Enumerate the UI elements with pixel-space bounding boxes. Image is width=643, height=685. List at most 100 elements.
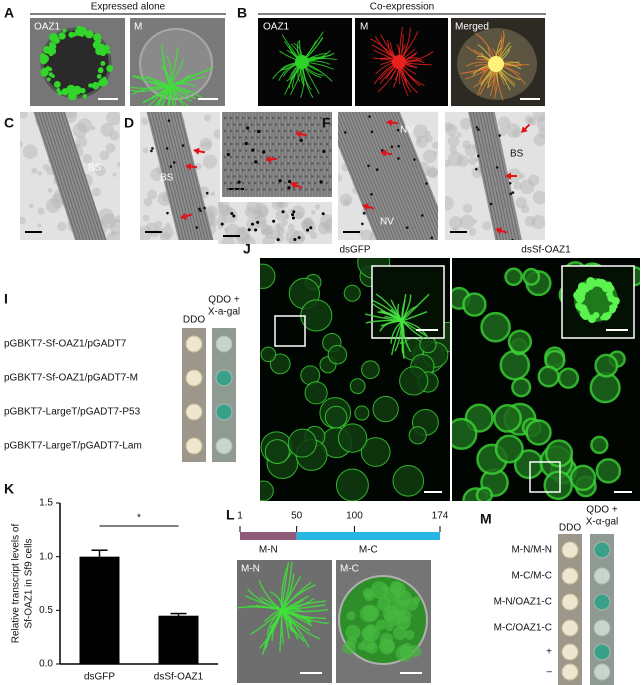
texture bbox=[47, 187, 53, 193]
lattice-dot bbox=[247, 168, 251, 172]
texture bbox=[219, 204, 231, 216]
filament bbox=[345, 112, 438, 240]
green-speck bbox=[69, 94, 73, 98]
filament bbox=[151, 112, 215, 240]
image-panel: OAZ1 bbox=[258, 18, 352, 106]
green-speck bbox=[106, 64, 114, 72]
gold-particle bbox=[151, 147, 154, 150]
texture bbox=[358, 229, 364, 235]
filament bbox=[338, 112, 420, 240]
green-speck bbox=[61, 91, 65, 95]
filament bbox=[160, 112, 220, 240]
lattice-dot bbox=[304, 188, 308, 191]
arrow-head bbox=[386, 119, 393, 127]
colony bbox=[593, 619, 611, 637]
lattice-dot bbox=[265, 116, 269, 120]
gold-particle bbox=[474, 167, 478, 171]
green-speck bbox=[100, 45, 107, 52]
cytoplasm bbox=[383, 586, 400, 603]
texture bbox=[37, 171, 42, 176]
lattice-dot bbox=[319, 155, 323, 159]
green-speck bbox=[39, 53, 46, 59]
lattice-dot bbox=[298, 123, 302, 126]
lattice-dot bbox=[316, 123, 320, 126]
lattice-dot bbox=[259, 142, 263, 146]
texture bbox=[112, 172, 117, 177]
filament bbox=[359, 112, 438, 240]
filament bbox=[148, 112, 212, 240]
colony bbox=[561, 663, 579, 681]
texture bbox=[106, 112, 120, 126]
gold-particle bbox=[498, 134, 501, 137]
lattice-dot bbox=[310, 136, 314, 139]
green-speck bbox=[98, 79, 105, 87]
image-panel bbox=[218, 202, 332, 244]
texture bbox=[285, 229, 301, 244]
texture bbox=[323, 218, 332, 234]
texture bbox=[31, 167, 38, 174]
lattice-dot bbox=[244, 136, 248, 139]
lattice-dot bbox=[313, 129, 317, 133]
row-label: M-C/M-C bbox=[511, 571, 552, 582]
lattice-dot bbox=[268, 123, 272, 126]
y-axis-label: Sf-OAZ1 in Sf9 cells bbox=[24, 538, 35, 628]
annotation: NV bbox=[380, 217, 394, 228]
gold-particle bbox=[244, 141, 248, 146]
cell bbox=[304, 381, 328, 405]
gold-particle bbox=[178, 262, 181, 265]
fiber bbox=[281, 561, 293, 611]
lattice-dot bbox=[301, 155, 305, 159]
fiber bbox=[401, 320, 425, 339]
lattice-dot bbox=[247, 116, 251, 120]
image-panel: M bbox=[130, 18, 225, 106]
image-label: dsSf-OAZ1 bbox=[521, 245, 571, 256]
texture bbox=[224, 227, 229, 232]
column-header: QDO + bbox=[586, 505, 618, 516]
lattice-dot bbox=[238, 162, 242, 165]
gold-particle bbox=[362, 211, 366, 215]
fiber bbox=[266, 609, 283, 636]
lattice-dot bbox=[289, 142, 293, 146]
lattice-dot bbox=[244, 162, 248, 165]
lattice-dot bbox=[298, 175, 302, 178]
texture bbox=[310, 210, 316, 215]
lattice-dot bbox=[271, 129, 275, 133]
gold-particle bbox=[245, 126, 250, 130]
lattice-dot bbox=[325, 181, 329, 185]
domain-tick-label: 174 bbox=[432, 511, 449, 522]
colony bbox=[215, 403, 233, 421]
lattice-dot bbox=[235, 142, 239, 146]
segment-label: M-C bbox=[359, 545, 378, 556]
fiber bbox=[169, 85, 175, 106]
lattice-dot bbox=[298, 149, 302, 152]
arrow-head bbox=[495, 227, 503, 235]
lattice-dot bbox=[262, 136, 266, 139]
gold-particle bbox=[116, 267, 119, 270]
gold-particle bbox=[475, 126, 479, 129]
fiber bbox=[169, 85, 197, 100]
lattice-dot bbox=[289, 116, 293, 120]
lattice-dot bbox=[322, 162, 326, 165]
green-speck bbox=[52, 36, 60, 44]
gold-particle bbox=[254, 160, 258, 164]
image-panel: OAZ1 bbox=[30, 18, 125, 106]
panel-label: K bbox=[4, 481, 14, 497]
row-label: – bbox=[546, 667, 552, 678]
gold-particle bbox=[205, 191, 209, 195]
colony bbox=[593, 643, 611, 661]
lattice-dot bbox=[283, 181, 287, 185]
texture bbox=[460, 214, 475, 230]
panel-label: J bbox=[243, 241, 251, 257]
lattice-dot bbox=[319, 116, 323, 120]
panel-label: A bbox=[4, 5, 14, 21]
gold-particle bbox=[180, 273, 183, 276]
fiber bbox=[160, 85, 171, 106]
texture bbox=[532, 190, 545, 205]
filament bbox=[31, 112, 112, 240]
gold-particle bbox=[413, 158, 416, 161]
colony bbox=[561, 541, 579, 559]
green-speck bbox=[62, 28, 67, 33]
lattice-dot bbox=[274, 136, 278, 139]
filament-bundle bbox=[455, 112, 535, 240]
cytoplasm bbox=[357, 642, 367, 651]
